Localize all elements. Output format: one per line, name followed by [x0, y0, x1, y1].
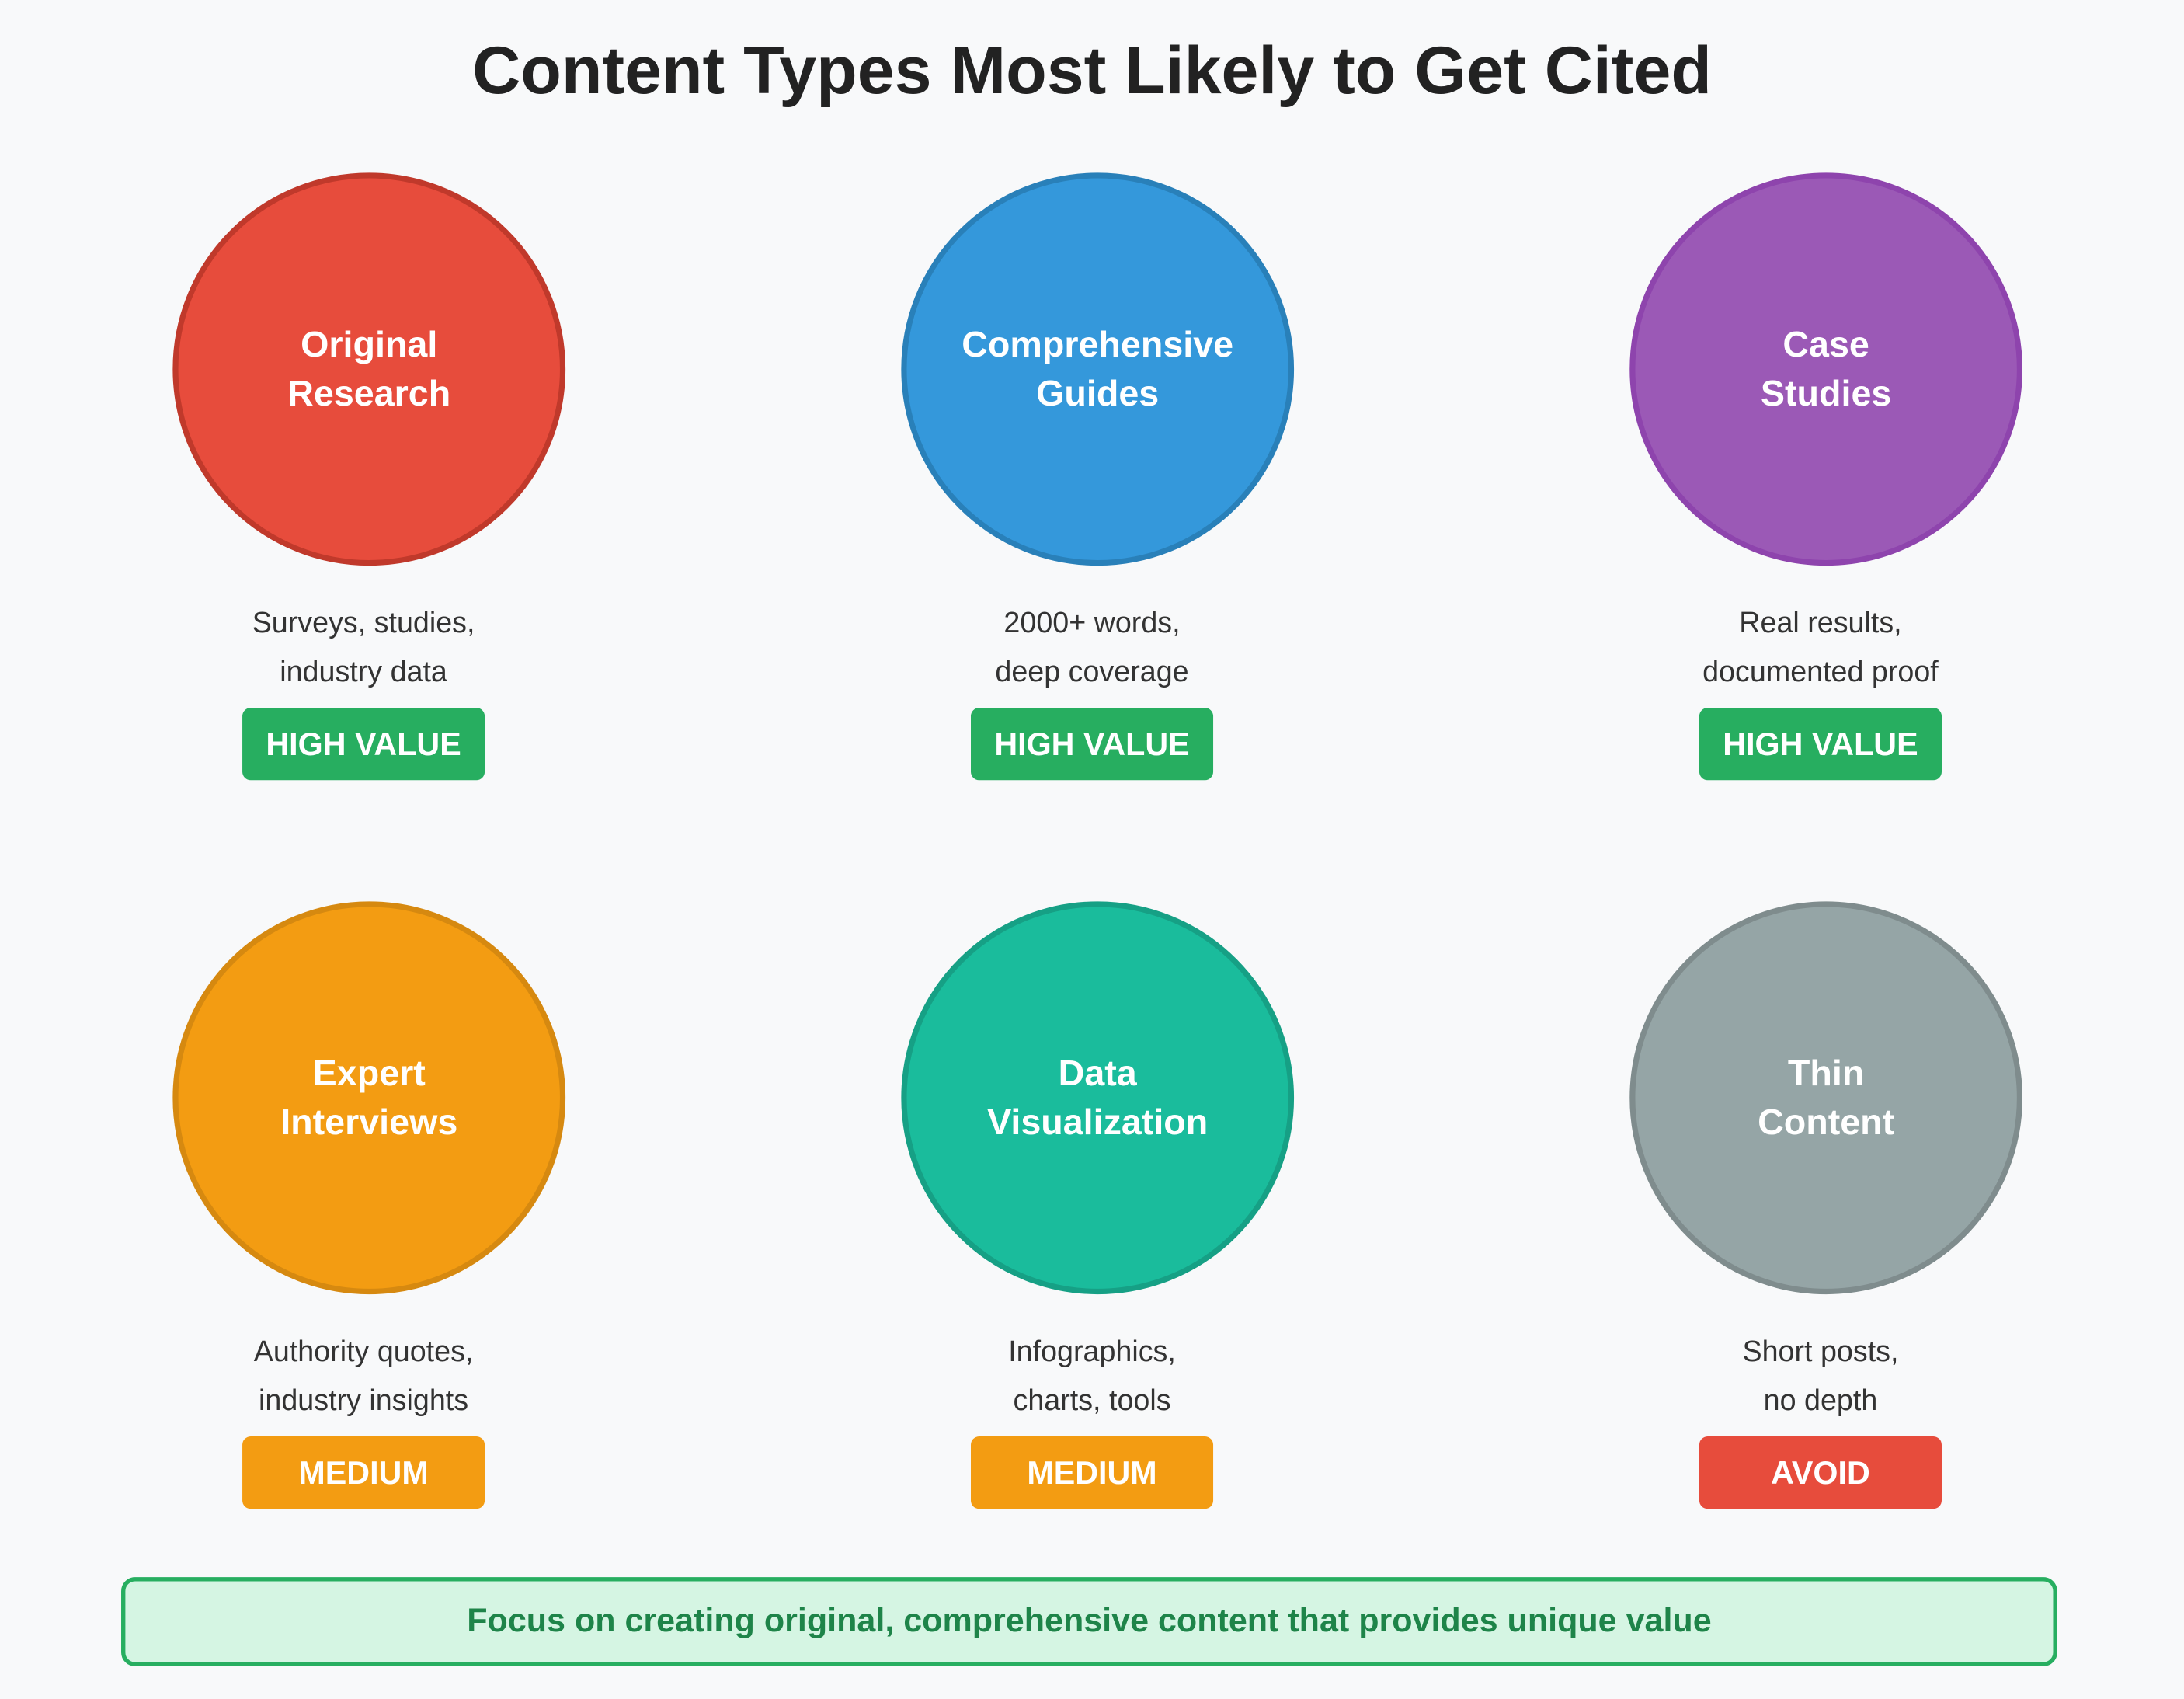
content-type-circle: Case Studies [1629, 172, 2023, 566]
card-title-line: Expert [312, 1052, 426, 1094]
content-type-circle: Thin Content [1629, 901, 2023, 1295]
description-line: Surveys, studies, [252, 607, 475, 640]
value-badge: MEDIUM [970, 1436, 1214, 1509]
card-title-line: Original [301, 323, 438, 365]
card-title-line: Research [287, 371, 451, 414]
value-badge: HIGH VALUE [970, 708, 1214, 781]
value-badge: AVOID [1699, 1436, 1942, 1509]
card-title-line: Interviews [280, 1100, 458, 1143]
card-description: Authority quotes, industry insights [117, 1328, 610, 1426]
card-description: Short posts, no depth [1574, 1328, 2067, 1426]
card-title-line: Thin [1787, 1052, 1865, 1094]
description-line: 2000+ words, [1003, 607, 1181, 640]
card-description: Infographics, charts, tools [846, 1328, 1339, 1426]
content-type-circle: Data Visualization [901, 901, 1295, 1295]
card-title-line: Data [1058, 1052, 1137, 1094]
value-badge: MEDIUM [242, 1436, 485, 1509]
description-line: documented proof [1702, 656, 1939, 688]
card-title-line: Studies [1760, 371, 1892, 414]
content-type-circle: Expert Interviews [172, 901, 566, 1295]
page-title: Content Types Most Likely to Get Cited [472, 34, 1712, 109]
description-line: deep coverage [995, 656, 1189, 688]
card-title-line: Visualization [987, 1100, 1209, 1143]
card-title-line: Case [1782, 323, 1869, 365]
value-badge: HIGH VALUE [242, 708, 485, 781]
footer-callout: Focus on creating original, comprehensiv… [121, 1577, 2057, 1666]
description-line: Short posts, [1742, 1335, 1899, 1369]
description-line: Authority quotes, [253, 1335, 474, 1369]
card-title-line: Content [1758, 1100, 1895, 1143]
description-line: industry data [280, 656, 447, 688]
card-description: Real results, documented proof [1574, 599, 2067, 697]
description-line: industry insights [259, 1384, 469, 1417]
description-line: no depth [1763, 1384, 1878, 1417]
content-type-circle: Original Research [172, 172, 566, 566]
card-title-line: Comprehensive [962, 323, 1234, 365]
card-description: 2000+ words, deep coverage [846, 599, 1339, 697]
description-line: Real results, [1739, 607, 1902, 640]
value-badge: HIGH VALUE [1699, 708, 1942, 781]
description-line: charts, tools [1013, 1384, 1171, 1417]
card-description: Surveys, studies, industry data [117, 599, 610, 697]
description-line: Infographics, [1008, 1335, 1176, 1369]
card-title-line: Guides [1036, 371, 1160, 414]
content-type-circle: Comprehensive Guides [901, 172, 1295, 566]
